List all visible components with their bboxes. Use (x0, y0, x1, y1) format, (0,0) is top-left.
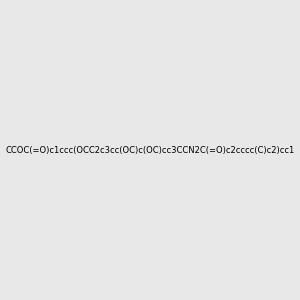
Text: CCOC(=O)c1ccc(OCC2c3cc(OC)c(OC)cc3CCN2C(=O)c2cccc(C)c2)cc1: CCOC(=O)c1ccc(OCC2c3cc(OC)c(OC)cc3CCN2C(… (5, 146, 295, 154)
